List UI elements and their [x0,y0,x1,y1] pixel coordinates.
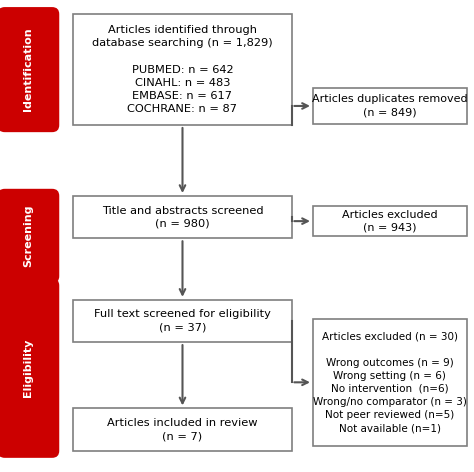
FancyBboxPatch shape [0,278,59,458]
Text: Articles duplicates removed
(n = 849): Articles duplicates removed (n = 849) [312,94,468,118]
Text: Articles excluded (n = 30)

Wrong outcomes (n = 9)
Wrong setting (n = 6)
No inte: Articles excluded (n = 30) Wrong outcome… [313,331,467,433]
Text: Articles included in review
(n = 7): Articles included in review (n = 7) [107,418,258,441]
Text: Articles identified through
database searching (n = 1,829)

PUBMED: n = 642
CINA: Articles identified through database sea… [92,25,273,114]
FancyBboxPatch shape [73,408,292,451]
FancyBboxPatch shape [313,88,467,124]
FancyBboxPatch shape [73,14,292,125]
Text: Full text screened for eligibility
(n = 37): Full text screened for eligibility (n = … [94,309,271,333]
FancyBboxPatch shape [73,300,292,342]
Text: Identification: Identification [23,28,34,111]
Text: Articles excluded
(n = 943): Articles excluded (n = 943) [342,210,438,233]
FancyBboxPatch shape [313,319,467,446]
FancyBboxPatch shape [73,196,292,238]
Text: Title and abstracts screened
(n = 980): Title and abstracts screened (n = 980) [102,205,263,229]
FancyBboxPatch shape [0,189,59,283]
FancyBboxPatch shape [313,206,467,236]
Text: Eligibility: Eligibility [23,339,34,397]
FancyBboxPatch shape [0,7,59,132]
Text: Screening: Screening [23,205,34,267]
